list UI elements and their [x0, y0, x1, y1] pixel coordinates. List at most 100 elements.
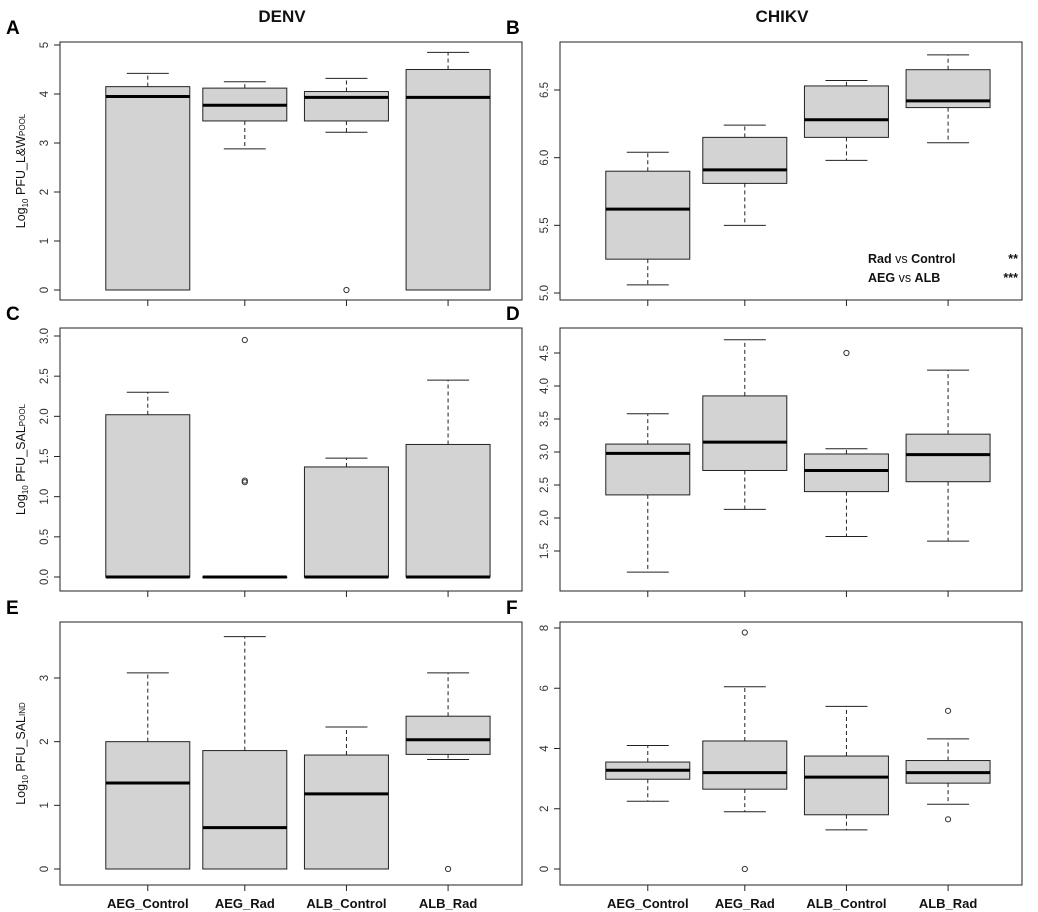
y-tick-label: 2	[539, 806, 551, 812]
y-tick-label: 1.5	[39, 449, 51, 465]
box-alb-control	[303, 77, 389, 306]
outlier-point	[944, 816, 952, 823]
category-label: ALB_Rad	[419, 896, 478, 911]
y-tick-label: 4	[39, 90, 51, 97]
plot-frame	[559, 327, 1023, 592]
plot-frame	[59, 327, 523, 592]
box-aeg-rad: AEG_Rad	[702, 629, 788, 911]
y-axis-label: Log10 PFU_SALPOOL	[14, 403, 30, 515]
iqr-box	[303, 754, 389, 870]
panel-label: C	[6, 304, 20, 325]
y-tick-label: 5	[39, 42, 51, 48]
y-tick-label: 1.5	[539, 543, 551, 559]
plot-frame	[59, 41, 523, 301]
box-aeg-rad: AEG_Rad	[202, 636, 288, 911]
outlier-point	[444, 865, 452, 873]
y-tick-label: 2	[39, 189, 51, 195]
y-tick-label: 0.5	[39, 529, 51, 545]
panel-a: A 0 1 2 3 4 5 Log10 PFU_L&WPOOL	[6, 18, 523, 306]
outlier-point	[741, 865, 748, 873]
y-tick-label: 0.0	[39, 569, 51, 585]
iqr-box	[105, 86, 191, 291]
box-alb-rad	[905, 369, 991, 597]
plot-frame	[559, 41, 1023, 301]
category-label: ALB_Rad	[919, 896, 978, 911]
iqr-box	[303, 466, 389, 578]
y-tick-label: 8	[539, 625, 551, 631]
y-tick-label: 5.5	[539, 217, 551, 233]
comparison-annotation: Rad vs Control	[868, 252, 956, 266]
category-label: ALB_Control	[306, 896, 386, 911]
y-tick-label: 0	[539, 866, 551, 872]
panel-b: B 5.0 5.5 6.0 6.5 Rad vs Control ** AEG vs ALB *…	[506, 18, 1023, 306]
y-tick-label: 2.0	[539, 510, 551, 526]
box-alb-rad	[905, 54, 991, 306]
panel-d: D 1.5 2.0 2.5 3.0 3.5 4.0 4.5	[506, 304, 1023, 597]
outlier-point	[843, 349, 850, 357]
iqr-box	[105, 414, 191, 578]
y-tick-label: 6.0	[539, 150, 551, 166]
panel-c: C 0.0 0.5 1.0 1.5 2.0 2.5 3.0 Log10 PFU_SALPOOL	[6, 304, 523, 597]
panel-label: F	[506, 598, 518, 619]
y-tick-label: 4.0	[539, 378, 551, 394]
box-aeg-control	[605, 151, 691, 306]
iqr-box	[702, 136, 788, 184]
box-aeg-rad	[702, 339, 788, 597]
outlier-point	[241, 336, 248, 344]
category-label: AEG_Control	[107, 896, 189, 911]
panel-label: A	[6, 18, 20, 39]
box-aeg-control	[605, 413, 691, 597]
category-label: AEG_Rad	[215, 896, 275, 911]
y-tick-label: 6.5	[539, 82, 551, 98]
box-alb-rad	[405, 51, 491, 306]
y-tick-label: 3	[39, 675, 51, 681]
box-aeg-rad	[202, 336, 288, 597]
iqr-box	[905, 433, 991, 483]
y-tick-label: 3.0	[539, 444, 551, 460]
box-alb-rad	[405, 379, 491, 597]
comparison-annotation: AEG vs ALB	[868, 271, 940, 285]
panel-label: B	[506, 18, 520, 39]
y-tick-label: 3.5	[539, 411, 551, 427]
box-aeg-control: AEG_Control	[105, 672, 191, 911]
y-tick-label: 3	[39, 140, 51, 146]
y-tick-label: 3.0	[39, 328, 51, 344]
y-axis-label: Log10 PFU_L&WPOOL	[14, 113, 30, 228]
iqr-box	[803, 453, 889, 493]
iqr-box	[405, 69, 491, 291]
iqr-box	[803, 755, 889, 816]
y-axis-label: Log10 PFU_SALIND	[14, 702, 30, 805]
outlier-point	[741, 629, 748, 636]
y-tick-label: 0	[39, 866, 51, 872]
y-tick-label: 5.0	[539, 285, 551, 301]
outlier-point	[343, 286, 350, 294]
box-alb-control: ALB_Control	[303, 726, 389, 911]
box-aeg-rad	[702, 124, 788, 306]
y-tick-label: 1	[39, 802, 51, 808]
box-alb-rad: ALB_Rad	[405, 672, 491, 911]
panel-e: E 0 1 2 3 Log10 PFU_SALIND AEG_Control AEG_Rad A…	[6, 598, 523, 911]
y-tick-label: 1.0	[39, 489, 51, 505]
iqr-box	[803, 85, 889, 138]
box-alb-control	[803, 349, 889, 597]
iqr-box	[202, 750, 288, 870]
chikv-column-title: CHIKV	[756, 7, 810, 26]
plot-frame	[559, 621, 1023, 886]
significance-stars: **	[1008, 252, 1018, 266]
y-tick-label: 4.5	[539, 345, 551, 361]
box-aeg-control	[105, 72, 191, 306]
significance-stars: ***	[1003, 271, 1018, 285]
panel-label: D	[506, 304, 520, 325]
category-label: ALB_Control	[806, 896, 886, 911]
iqr-box	[605, 170, 691, 260]
box-alb-rad: ALB_Rad	[905, 707, 991, 911]
y-tick-label: 0	[39, 287, 51, 293]
box-alb-control	[803, 80, 889, 306]
panels: A 0 1 2 3 4 5 Log10 PFU_L&WPOOL B 5.0 5.5 6.0 6.5 Rad…	[6, 18, 1023, 911]
plot-frame	[59, 621, 523, 886]
y-tick-label: 4	[539, 745, 551, 752]
y-tick-label: 6	[539, 685, 551, 691]
iqr-box	[605, 443, 691, 496]
y-tick-label: 2.5	[539, 477, 551, 493]
